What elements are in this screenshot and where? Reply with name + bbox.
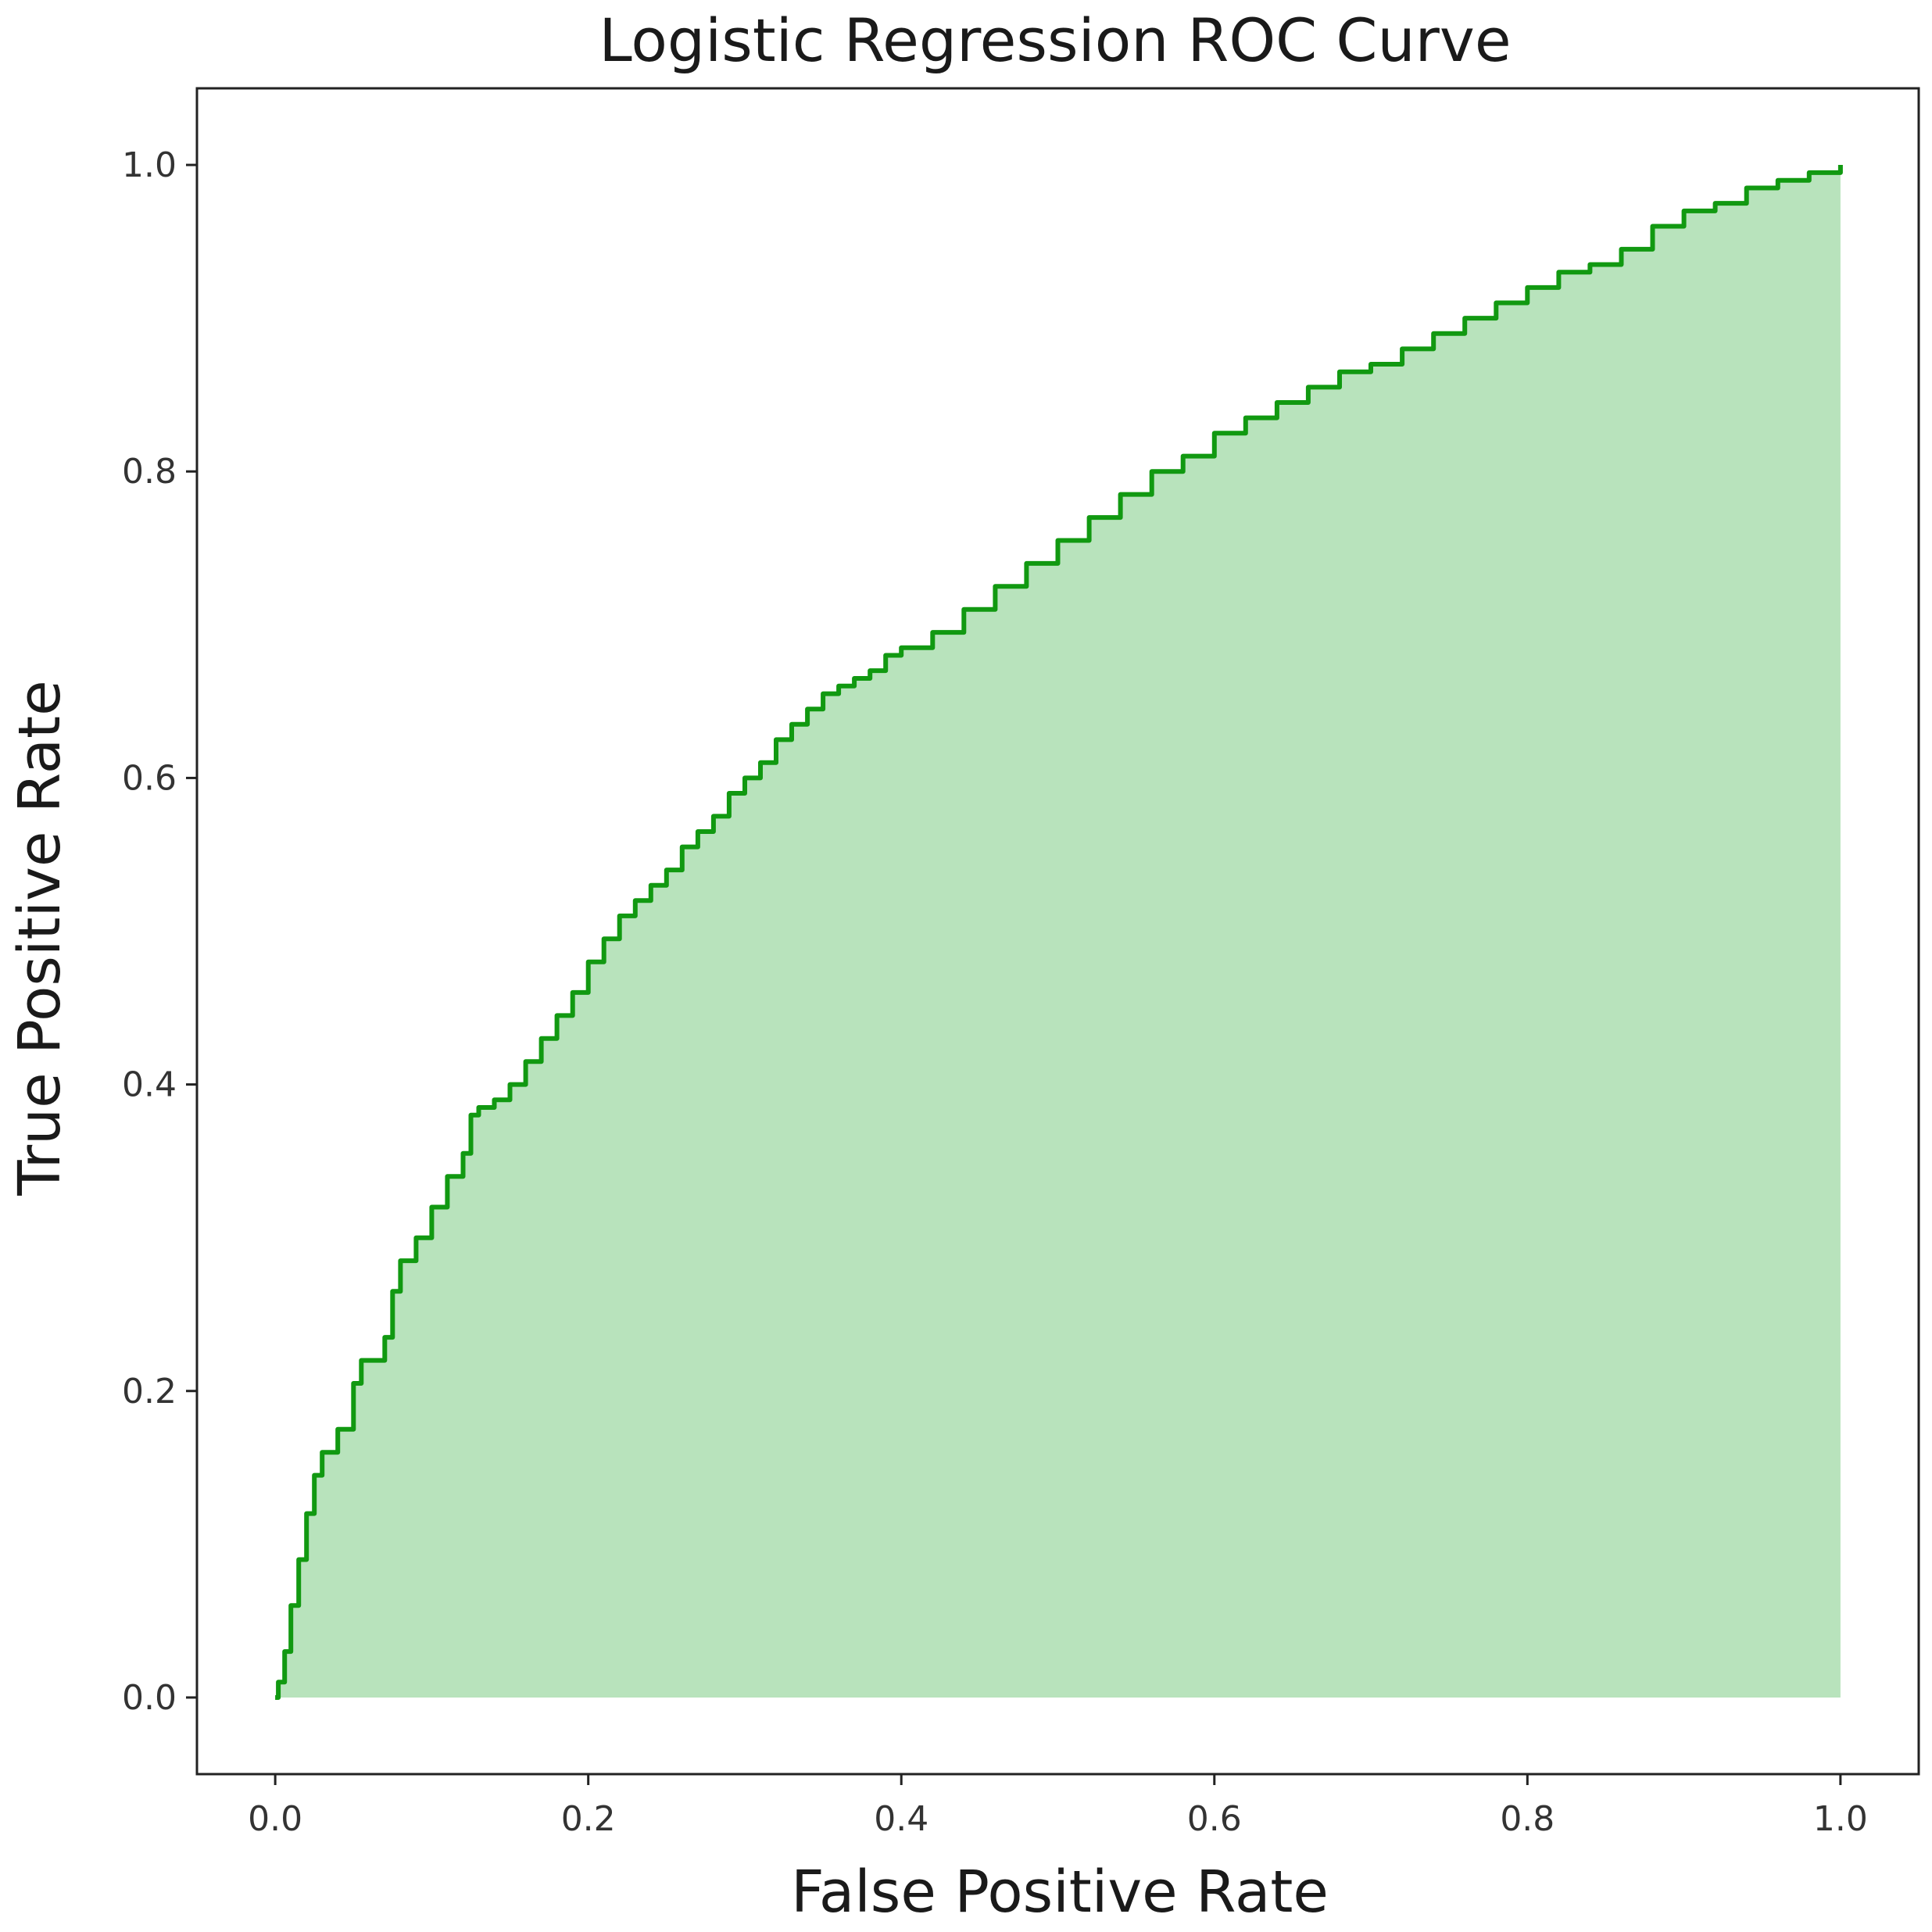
x-axis-ticks: 0.0 0.2 0.4 0.6 0.8 1.0: [248, 1774, 1868, 1839]
roc-area-fill: [275, 165, 1841, 1698]
x-tick-label: 0.6: [1187, 1799, 1242, 1839]
plot-area: [275, 165, 1843, 1700]
plot-frame: [195, 87, 1920, 1776]
y-axis-label: True Positive Rate: [6, 680, 73, 1196]
x-tick-label: 1.0: [1813, 1799, 1868, 1839]
x-tick-label: 0.4: [874, 1799, 928, 1839]
y-tick-label: 0.4: [122, 1065, 177, 1105]
x-tick-label: 0.0: [248, 1799, 302, 1839]
x-axis-label: False Positive Rate: [791, 1859, 1329, 1926]
y-axis-ticks: 0.0 0.2 0.4 0.6 0.8 1.0: [122, 145, 197, 1718]
x-tick-label: 0.8: [1500, 1799, 1555, 1839]
y-tick-label: 0.6: [122, 758, 177, 798]
roc-curve-line: [275, 165, 1843, 1700]
x-tick-label: 0.2: [561, 1799, 616, 1839]
y-tick-label: 0.8: [122, 452, 177, 492]
y-tick-label: 0.2: [122, 1372, 177, 1411]
y-tick-label: 0.0: [122, 1678, 177, 1718]
y-tick-label: 1.0: [122, 145, 177, 185]
chart-title: Logistic Regression ROC Curve: [599, 5, 1511, 75]
